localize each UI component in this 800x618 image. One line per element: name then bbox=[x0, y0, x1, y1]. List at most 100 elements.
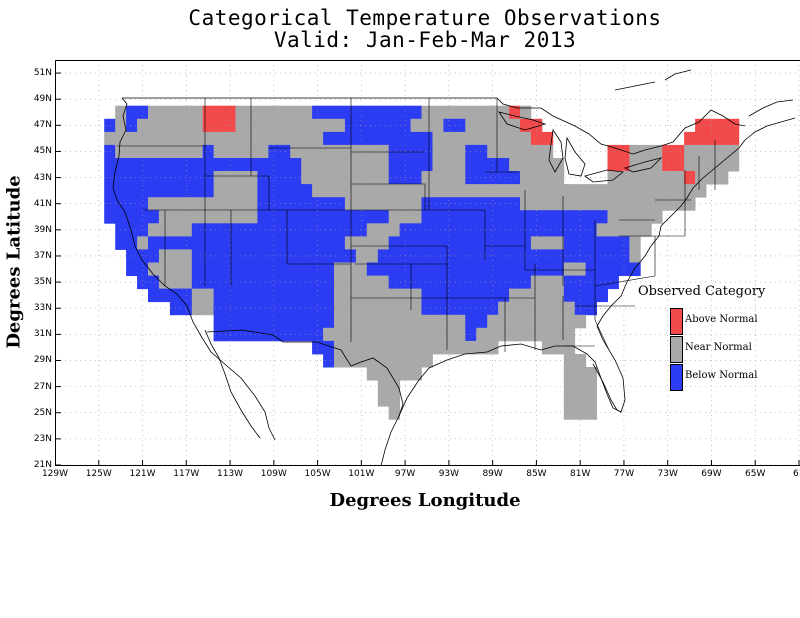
y-tick-label-21N: 21N bbox=[33, 460, 52, 470]
cell-above-0-7 bbox=[509, 105, 521, 120]
cell-near-14-1 bbox=[191, 288, 215, 303]
y-tick-label-41N: 41N bbox=[33, 198, 52, 209]
cell-near-12-4 bbox=[334, 262, 368, 276]
y-tick-label-51N: 51N bbox=[33, 68, 52, 79]
cell-near-23-0 bbox=[388, 406, 400, 420]
y-axis-label: Degrees Latitude bbox=[3, 175, 25, 349]
x-tick-label-77W: 77W bbox=[613, 469, 635, 479]
x-tick-label-85W: 85W bbox=[526, 469, 547, 479]
cell-below-8-5 bbox=[421, 210, 608, 224]
y-tick-label-37N: 37N bbox=[33, 250, 52, 261]
cell-near-15-1 bbox=[191, 301, 215, 316]
cell-below-1-0 bbox=[104, 118, 116, 133]
cell-below-13-5 bbox=[388, 275, 488, 290]
y-tick-label-35N: 35N bbox=[33, 277, 52, 288]
coastline-west bbox=[112, 97, 276, 441]
cell-above-4-9 bbox=[662, 158, 685, 172]
cell-near-0-8 bbox=[520, 105, 532, 120]
cell-below-6-0 bbox=[104, 184, 214, 198]
legend-label-below: Below Normal bbox=[685, 370, 758, 381]
cell-near-11-4 bbox=[355, 249, 379, 263]
cell-near-7-1 bbox=[148, 197, 258, 211]
x-tick-label-65W: 65W bbox=[745, 469, 766, 479]
cell-below-5-2 bbox=[257, 171, 302, 185]
legend-swatch-above bbox=[670, 308, 683, 335]
x-tick-label-73W: 73W bbox=[657, 469, 678, 479]
cell-near-7-3 bbox=[344, 197, 422, 211]
map-title-line-2: Valid: Jan-Feb-Mar 2013 bbox=[273, 28, 577, 52]
cell-near-2-2 bbox=[432, 131, 532, 146]
legend-label-near: Near Normal bbox=[685, 342, 752, 353]
canada-coast bbox=[614, 69, 796, 141]
baja-peninsula bbox=[204, 329, 261, 439]
cell-below-9-4 bbox=[399, 223, 597, 237]
cell-near-19-2 bbox=[563, 354, 587, 368]
cell-below-15-0 bbox=[169, 301, 193, 316]
legend-label-above: Above Normal bbox=[685, 314, 758, 325]
cell-below-11-2 bbox=[191, 249, 236, 263]
cell-near-22-0 bbox=[377, 393, 401, 407]
x-tick-label-109W: 109W bbox=[260, 469, 287, 479]
legend-swatch-below bbox=[670, 364, 683, 391]
cell-below-1-8 bbox=[443, 118, 466, 133]
cell-near-18-1 bbox=[334, 340, 433, 355]
cell-below-12-2 bbox=[191, 262, 215, 276]
x-tick-label-117W: 117W bbox=[173, 469, 200, 479]
cell-below-12-3 bbox=[213, 262, 335, 276]
cell-near-3-1 bbox=[115, 144, 204, 159]
cell-below-1-2 bbox=[126, 118, 138, 133]
cell-below-4-5 bbox=[465, 158, 510, 172]
y-tick-label-49N: 49N bbox=[33, 94, 52, 105]
cell-below-16-2 bbox=[465, 314, 488, 329]
cell-below-0-5 bbox=[312, 105, 422, 120]
cell-near-0-2 bbox=[148, 105, 204, 120]
cell-below-10-2 bbox=[148, 236, 346, 250]
cell-below-13-8 bbox=[563, 275, 619, 290]
cell-below-3-8 bbox=[465, 144, 488, 159]
cell-near-7-5 bbox=[520, 197, 696, 211]
cell-near-18-3 bbox=[541, 340, 576, 355]
y-tick-label-39N: 39N bbox=[33, 224, 52, 235]
cell-near-16-3 bbox=[487, 314, 587, 329]
cell-near-0-6 bbox=[421, 105, 510, 120]
x-tick-label-97W: 97W bbox=[394, 469, 416, 479]
cell-below-9-2 bbox=[191, 223, 368, 237]
cell-below-7-2 bbox=[257, 197, 346, 211]
x-tick-label-69W: 69W bbox=[701, 469, 722, 479]
cell-below-8-2 bbox=[257, 210, 368, 224]
x-tick-label-81W: 81W bbox=[569, 469, 591, 479]
cell-below-10-4 bbox=[388, 236, 532, 250]
cell-near-1-7 bbox=[410, 118, 444, 133]
y-tick-label-23N: 23N bbox=[33, 433, 52, 444]
cell-below-11-0 bbox=[126, 249, 160, 263]
cell-below-11-5 bbox=[377, 249, 499, 263]
cell-near-10-1 bbox=[137, 236, 149, 250]
cell-below-1-6 bbox=[344, 118, 411, 133]
cell-near-3-3 bbox=[213, 144, 269, 159]
cell-near-3-7 bbox=[432, 144, 466, 159]
cell-near-15-5 bbox=[498, 301, 576, 316]
map-frame bbox=[55, 60, 800, 466]
cell-near-2-0 bbox=[104, 131, 324, 146]
cell-above-0-3 bbox=[202, 105, 236, 120]
cell-below-12-7 bbox=[585, 262, 641, 276]
cell-above-2-4 bbox=[684, 131, 740, 146]
cell-near-17-1 bbox=[323, 327, 466, 342]
cell-near-0-0 bbox=[115, 105, 127, 120]
cell-near-6-3 bbox=[312, 184, 521, 198]
rio-grande bbox=[360, 357, 404, 417]
cell-below-14-6 bbox=[563, 288, 608, 303]
legend-swatch-near bbox=[670, 336, 683, 363]
cell-near-12-1 bbox=[148, 262, 193, 276]
cell-below-15-2 bbox=[213, 301, 335, 316]
cell-below-19-0 bbox=[323, 354, 335, 368]
y-tick-label-33N: 33N bbox=[33, 303, 52, 314]
cell-near-21-0 bbox=[377, 380, 401, 394]
cell-below-13-6 bbox=[487, 275, 532, 290]
cell-near-10-3 bbox=[344, 236, 390, 250]
x-tick-label-89W: 89W bbox=[482, 469, 503, 479]
cell-near-0-4 bbox=[235, 105, 313, 120]
y-tick-label-47N: 47N bbox=[33, 120, 52, 131]
cell-near-5-7 bbox=[520, 171, 565, 185]
x-axis-label: Degrees Longitude bbox=[329, 490, 521, 511]
